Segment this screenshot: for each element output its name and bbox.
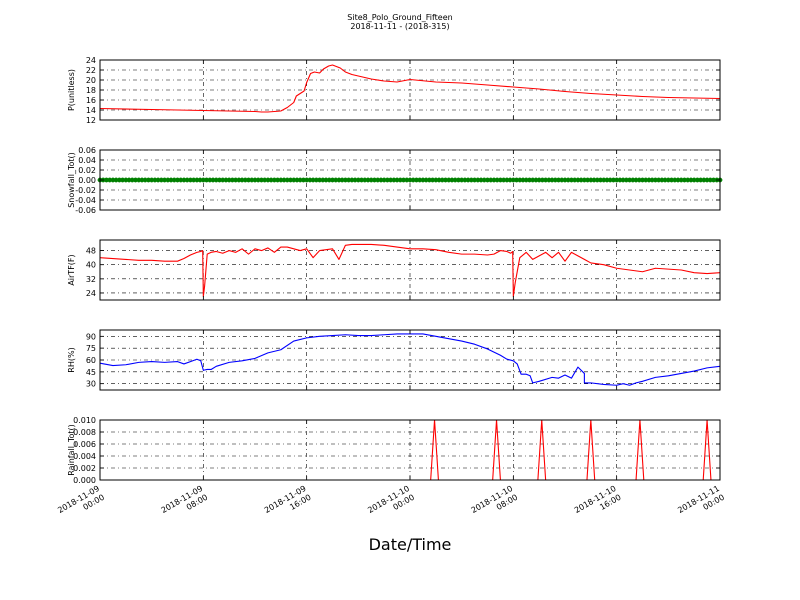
- y-axis-label: AirTF(F): [67, 254, 76, 285]
- y-tick-label: -0.02: [75, 186, 96, 195]
- series-line: [99, 243, 721, 298]
- y-tick-label: 18: [86, 86, 96, 95]
- y-tick-label: 75: [86, 344, 96, 353]
- y-axis-label: Snowfall_Tot(): [67, 152, 76, 208]
- y-tick-label: -0.04: [75, 196, 96, 205]
- series-line: [99, 64, 721, 113]
- y-tick-label: 0.04: [78, 156, 96, 165]
- y-axis-label: P(unitless): [67, 69, 76, 111]
- y-tick-label: 0.004: [73, 452, 96, 461]
- y-tick-label: 0.06: [78, 146, 96, 155]
- y-tick-label: 40: [86, 261, 96, 270]
- y-tick-label: 20: [86, 76, 96, 85]
- series-markers: [97, 177, 723, 183]
- series-line: [99, 333, 721, 386]
- y-axis-label: RH(%): [67, 347, 76, 372]
- y-tick-label: 22: [86, 66, 96, 75]
- y-tick-label: 48: [86, 247, 96, 256]
- y-tick-label: 0.000: [73, 476, 96, 485]
- y-tick-label: 0.008: [73, 428, 96, 437]
- y-tick-label: 0.02: [78, 166, 96, 175]
- y-tick-label: 0.002: [73, 464, 96, 473]
- y-axis-label: Rainfall_Tot(): [67, 424, 76, 476]
- panel-2: -0.06-0.04-0.020.000.020.040.06Snowfall_…: [67, 146, 723, 215]
- y-tick-label: -0.06: [75, 206, 96, 215]
- y-tick-label: 90: [86, 332, 96, 341]
- panel-5: 0.000 0.002 0.004 0.006 0.008 0.010Rainfall_T…: [67, 416, 721, 485]
- chart-subtitle: 2018-11-11 - (2018-315): [350, 22, 449, 31]
- panel-4: 30 45 60 75 90 RH(%): [67, 329, 721, 391]
- y-tick-label: 16: [86, 96, 96, 105]
- y-tick-label: 0.00: [78, 176, 96, 185]
- y-tick-label: 45: [86, 368, 96, 377]
- y-tick-label: 24: [86, 289, 96, 298]
- y-tick-label: 0.006: [73, 440, 96, 449]
- y-tick-label: 32: [86, 275, 96, 284]
- y-tick-label: 60: [86, 356, 96, 365]
- y-tick-label: 30: [86, 380, 96, 389]
- y-tick-label: 14: [86, 106, 96, 115]
- panel-3: 24 32 40 48 AirTF(F): [67, 239, 721, 301]
- panels: 12141618202224P(unitless)-0.06-0.04-0.02…: [67, 56, 723, 485]
- y-tick-label: 24: [86, 56, 96, 65]
- x-axis-label: Date/Time: [369, 535, 452, 554]
- y-tick-label: 12: [86, 116, 96, 125]
- chart-title: Site8_Polo_Ground_Fifteen: [347, 13, 452, 22]
- y-tick-label: 0.010: [73, 416, 96, 425]
